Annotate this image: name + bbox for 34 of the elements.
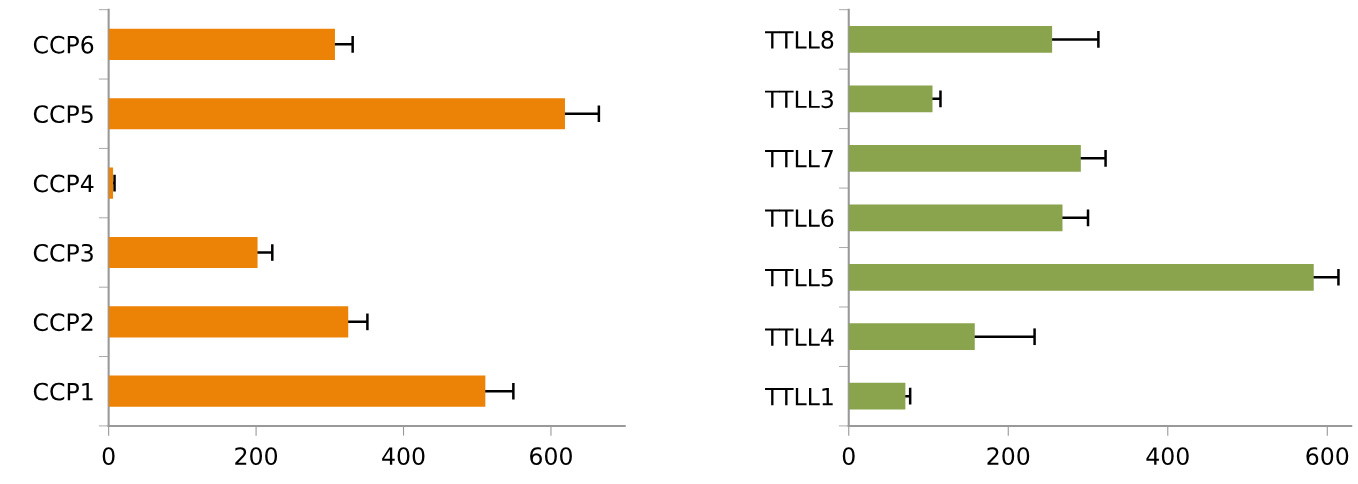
bar	[848, 144, 1081, 172]
bar	[108, 236, 258, 269]
y-tick-label: CCP2	[33, 313, 93, 332]
bar	[108, 375, 486, 407]
bar	[848, 204, 1063, 232]
y-tick-label: TTLL8	[765, 30, 834, 49]
bar	[848, 323, 975, 351]
x-tick-label: 600	[1306, 447, 1349, 466]
bar	[108, 167, 114, 199]
x-tick-label: 0	[102, 447, 115, 466]
bar	[848, 85, 933, 113]
y-tick-label: TTLL3	[765, 90, 833, 109]
x-tick-label: 200	[987, 447, 1030, 466]
y-tick-label: CCP6	[33, 35, 94, 54]
x-tick-label: 0	[842, 447, 855, 466]
y-tick-label: TTLL4	[765, 328, 834, 346]
y-tick-label: CCP1	[33, 382, 93, 401]
bar	[108, 306, 349, 338]
y-tick-label: CCP4	[33, 174, 94, 193]
x-tick-label: 400	[1146, 447, 1189, 466]
y-tick-label: TTLL7	[765, 150, 833, 168]
x-tick-label: 600	[530, 447, 572, 466]
bar	[108, 98, 565, 130]
y-tick-label: CCP3	[33, 243, 93, 262]
y-tick-label: TTLL5	[765, 269, 833, 287]
bar	[848, 263, 1314, 291]
x-tick-label: 400	[382, 447, 425, 466]
y-tick-label: TTLL1	[765, 387, 833, 406]
bar	[848, 26, 1053, 53]
x-tick-label: 200	[235, 447, 278, 466]
y-tick-label: TTLL6	[765, 209, 834, 228]
bar	[108, 28, 335, 60]
bar	[848, 382, 906, 410]
y-tick-label: CCP5	[33, 105, 93, 124]
